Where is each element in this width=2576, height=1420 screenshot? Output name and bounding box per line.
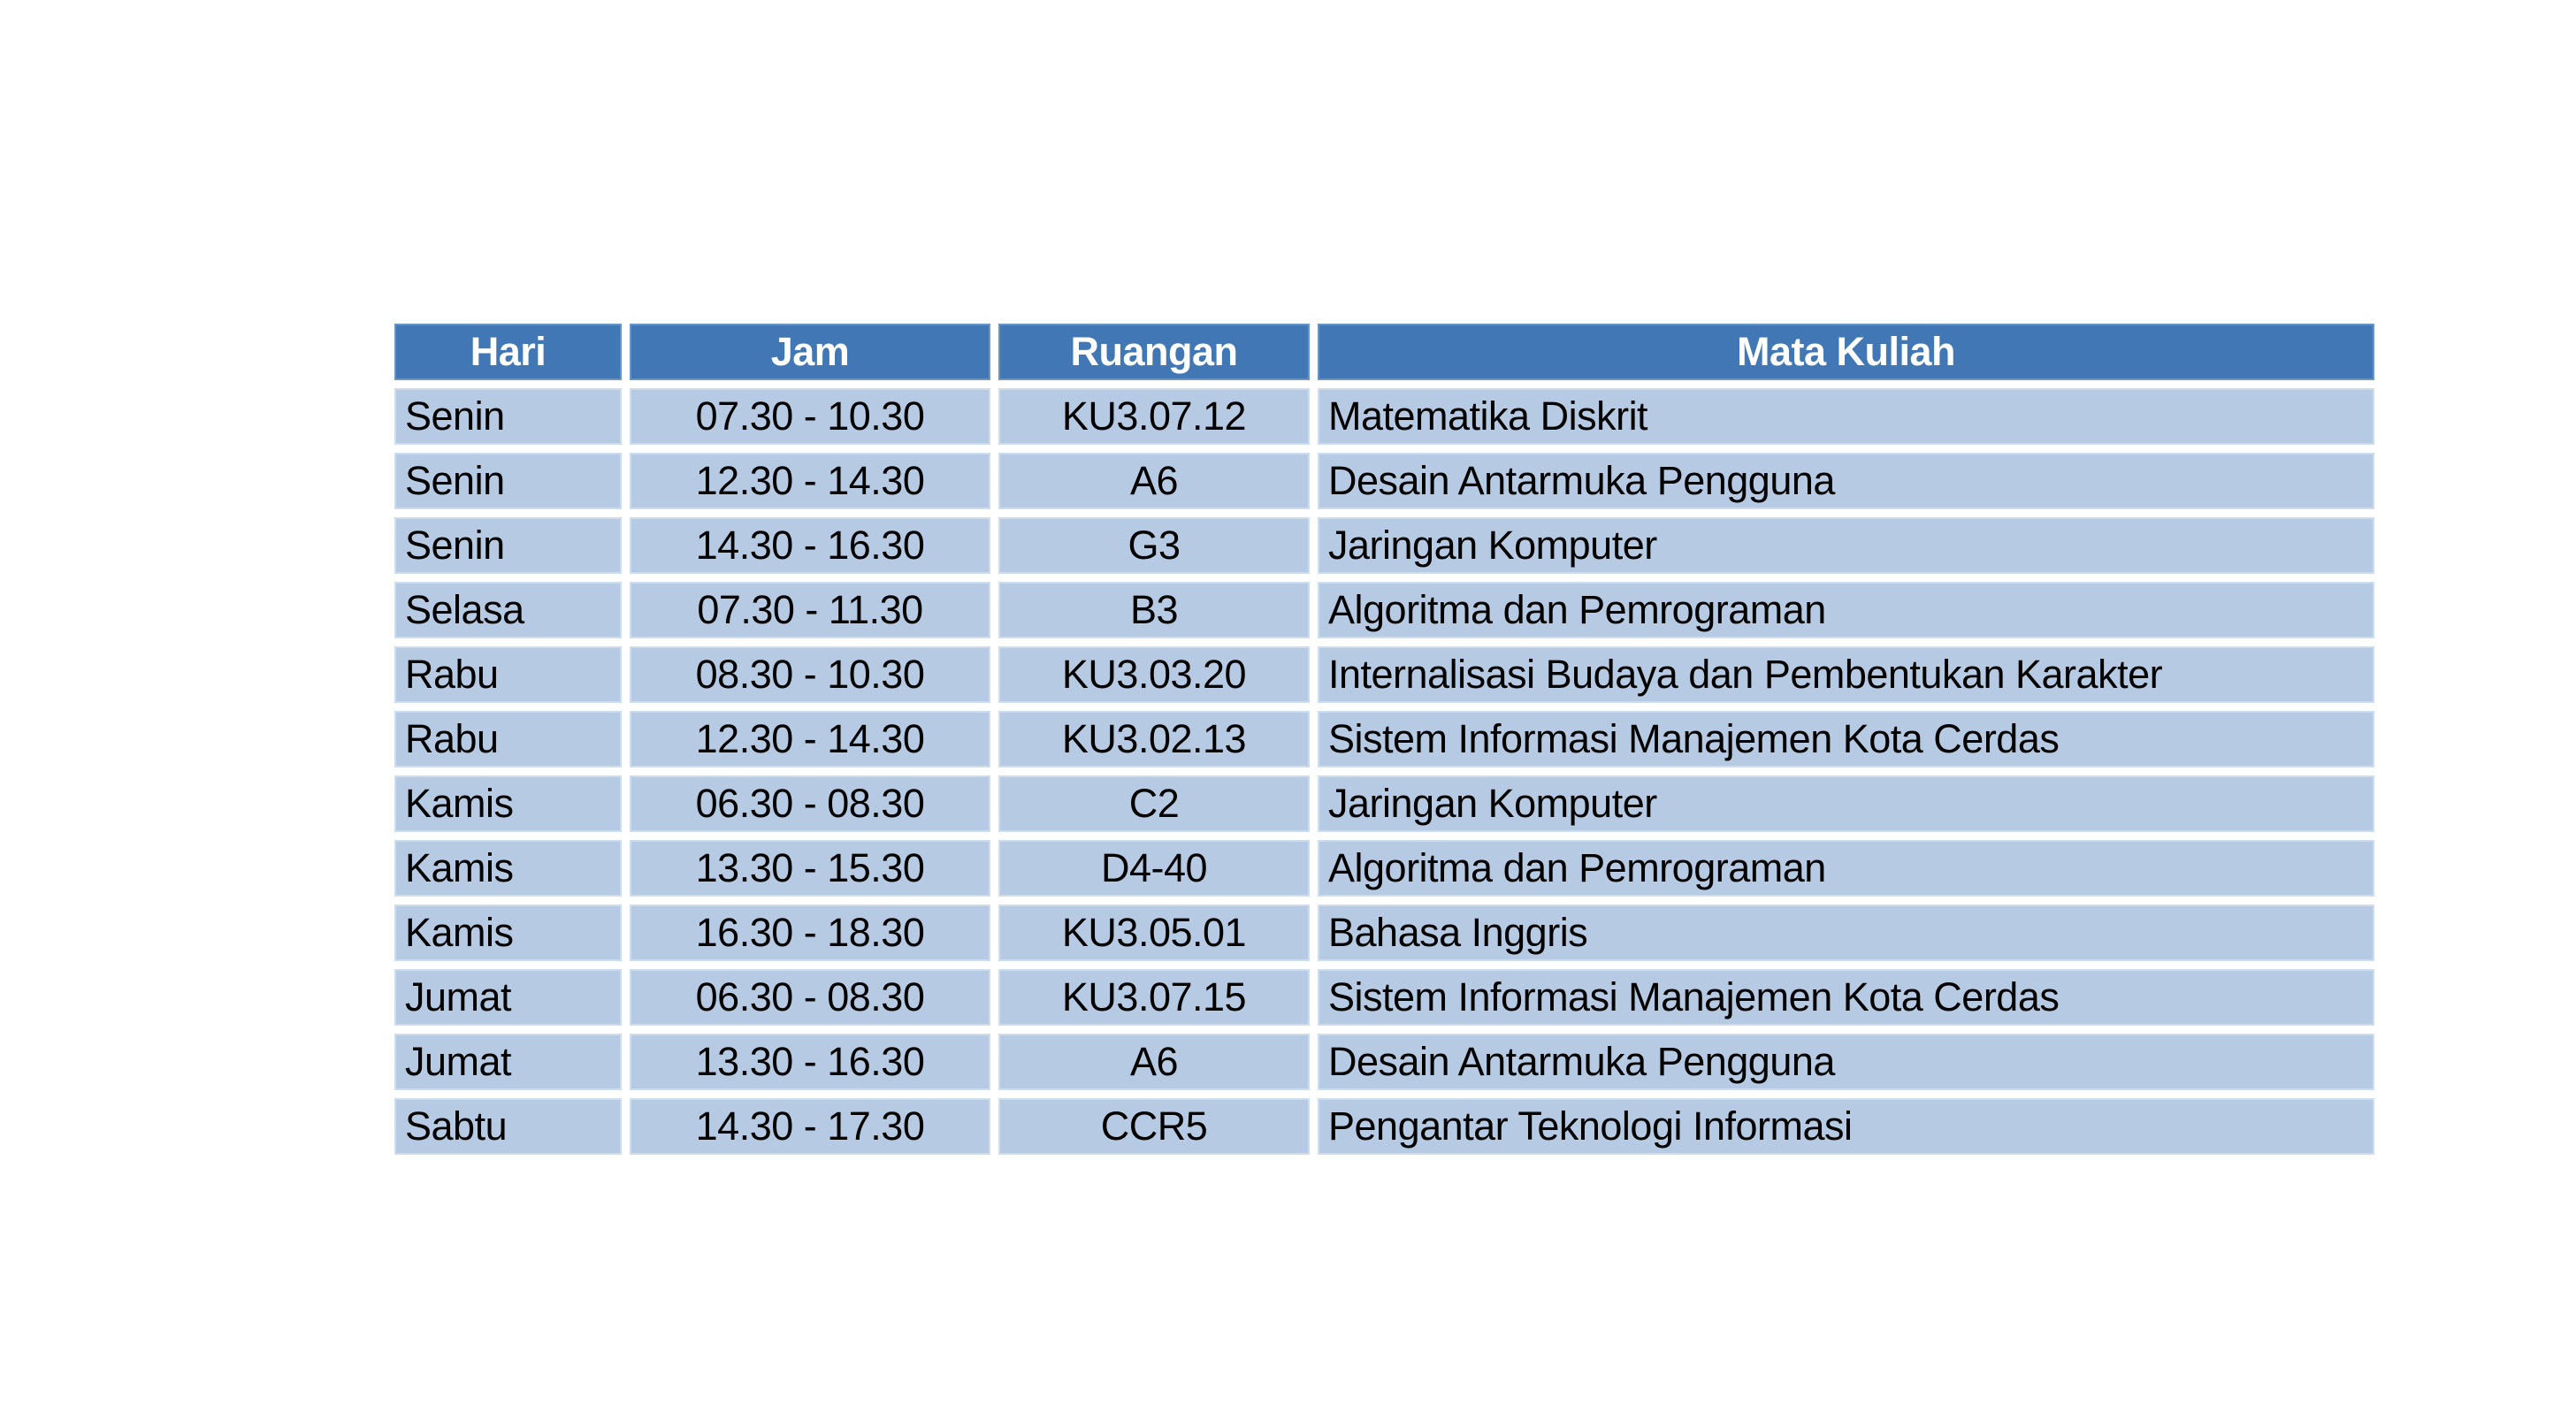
- cell-mata-kuliah: Sistem Informasi Manajemen Kota Cerdas: [1318, 711, 2374, 767]
- cell-ruangan: B3: [998, 582, 1310, 638]
- cell-hari: Selasa: [394, 582, 622, 638]
- cell-mata-kuliah: Jaringan Komputer: [1318, 517, 2374, 574]
- cell-ruangan: D4-40: [998, 840, 1310, 897]
- cell-jam: 14.30 - 16.30: [630, 517, 990, 574]
- cell-ruangan: KU3.03.20: [998, 646, 1310, 703]
- cell-jam: 16.30 - 18.30: [630, 905, 990, 961]
- cell-ruangan: KU3.07.12: [998, 388, 1310, 445]
- cell-jam: 12.30 - 14.30: [630, 711, 990, 767]
- cell-jam: 08.30 - 10.30: [630, 646, 990, 703]
- cell-hari: Kamis: [394, 905, 622, 961]
- cell-mata-kuliah: Sistem Informasi Manajemen Kota Cerdas: [1318, 969, 2374, 1026]
- cell-mata-kuliah: Algoritma dan Pemrograman: [1318, 582, 2374, 638]
- cell-ruangan: A6: [998, 1034, 1310, 1090]
- cell-ruangan: CCR5: [998, 1098, 1310, 1155]
- cell-jam: 12.30 - 14.30: [630, 453, 990, 509]
- cell-jam: 07.30 - 10.30: [630, 388, 990, 445]
- class-schedule-table: Hari Jam Ruangan Mata Kuliah Senin 07.30 …: [394, 324, 2374, 1155]
- cell-hari: Senin: [394, 453, 622, 509]
- cell-ruangan: A6: [998, 453, 1310, 509]
- cell-mata-kuliah: Desain Antarmuka Pengguna: [1318, 453, 2374, 509]
- cell-ruangan: KU3.05.01: [998, 905, 1310, 961]
- column-header-jam: Jam: [630, 324, 990, 380]
- cell-hari: Senin: [394, 517, 622, 574]
- cell-hari: Senin: [394, 388, 622, 445]
- cell-ruangan: C2: [998, 775, 1310, 832]
- cell-mata-kuliah: Bahasa Inggris: [1318, 905, 2374, 961]
- cell-mata-kuliah: Matematika Diskrit: [1318, 388, 2374, 445]
- cell-ruangan: G3: [998, 517, 1310, 574]
- cell-hari: Kamis: [394, 775, 622, 832]
- cell-mata-kuliah: Desain Antarmuka Pengguna: [1318, 1034, 2374, 1090]
- cell-ruangan: KU3.07.15: [998, 969, 1310, 1026]
- column-header-hari: Hari: [394, 324, 622, 380]
- cell-hari: Sabtu: [394, 1098, 622, 1155]
- cell-hari: Jumat: [394, 969, 622, 1026]
- cell-jam: 14.30 - 17.30: [630, 1098, 990, 1155]
- cell-hari: Rabu: [394, 646, 622, 703]
- cell-mata-kuliah: Internalisasi Budaya dan Pembentukan Kar…: [1318, 646, 2374, 703]
- cell-mata-kuliah: Algoritma dan Pemrograman: [1318, 840, 2374, 897]
- cell-jam: 13.30 - 15.30: [630, 840, 990, 897]
- cell-hari: Jumat: [394, 1034, 622, 1090]
- cell-jam: 13.30 - 16.30: [630, 1034, 990, 1090]
- cell-mata-kuliah: Pengantar Teknologi Informasi: [1318, 1098, 2374, 1155]
- cell-jam: 06.30 - 08.30: [630, 969, 990, 1026]
- cell-jam: 07.30 - 11.30: [630, 582, 990, 638]
- cell-mata-kuliah: Jaringan Komputer: [1318, 775, 2374, 832]
- column-header-ruangan: Ruangan: [998, 324, 1310, 380]
- cell-jam: 06.30 - 08.30: [630, 775, 990, 832]
- cell-ruangan: KU3.02.13: [998, 711, 1310, 767]
- column-header-mata-kuliah: Mata Kuliah: [1318, 324, 2374, 380]
- cell-hari: Kamis: [394, 840, 622, 897]
- cell-hari: Rabu: [394, 711, 622, 767]
